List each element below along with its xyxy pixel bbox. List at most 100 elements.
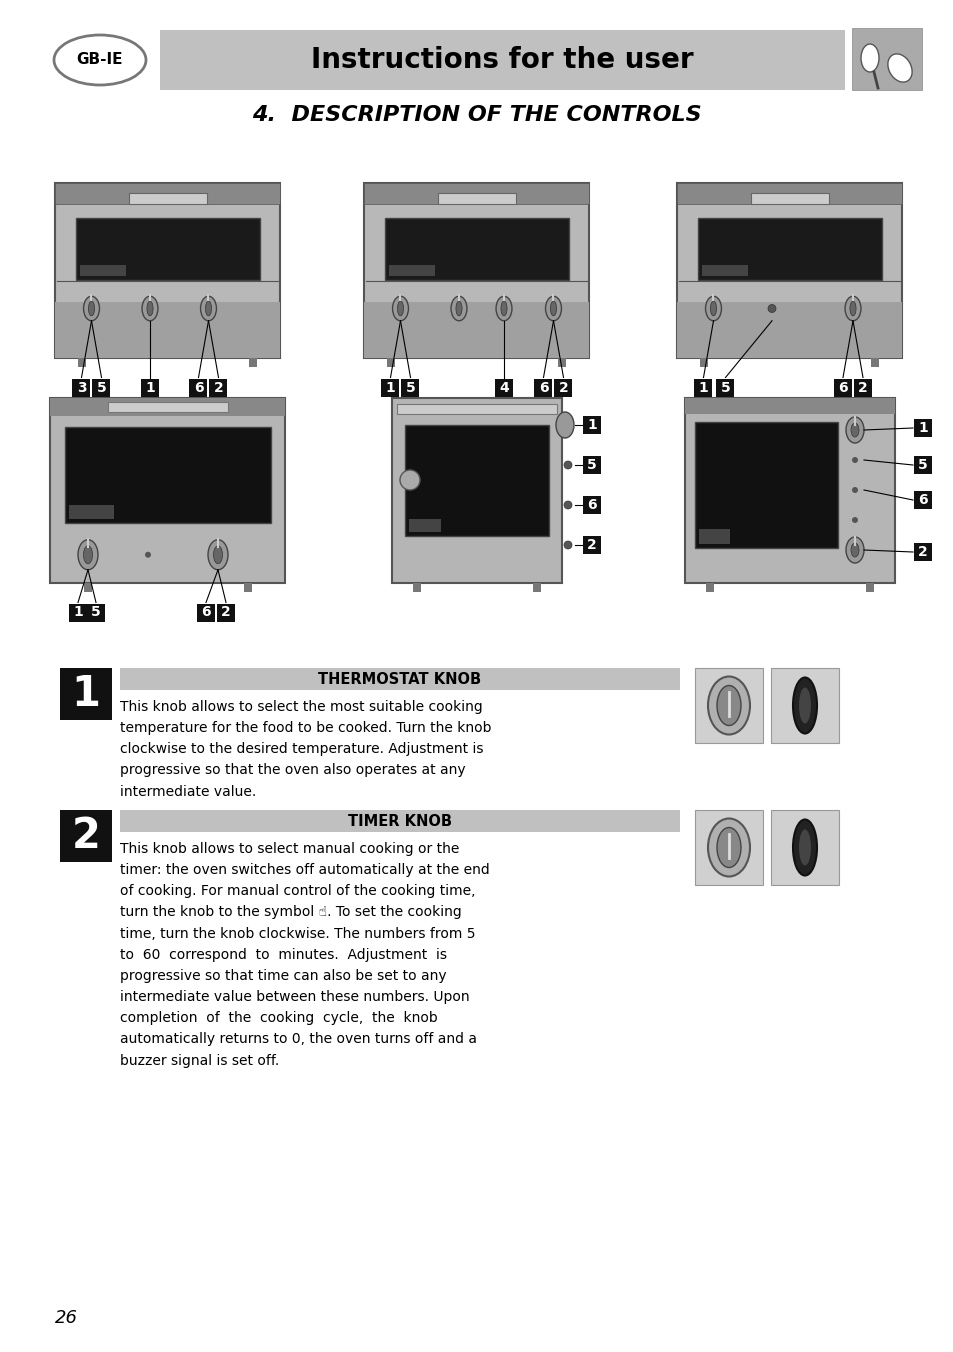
Ellipse shape — [845, 537, 863, 562]
Bar — [851, 28, 921, 91]
Ellipse shape — [397, 301, 403, 316]
Bar — [69, 504, 114, 519]
FancyBboxPatch shape — [141, 379, 159, 396]
Circle shape — [399, 470, 419, 489]
FancyBboxPatch shape — [582, 456, 600, 475]
FancyBboxPatch shape — [833, 379, 851, 396]
Bar — [51, 397, 285, 415]
Ellipse shape — [717, 685, 740, 726]
Text: 1: 1 — [145, 380, 154, 395]
FancyBboxPatch shape — [853, 379, 871, 396]
Ellipse shape — [799, 830, 810, 865]
Bar — [695, 668, 762, 744]
FancyBboxPatch shape — [913, 419, 931, 437]
Bar — [84, 583, 91, 592]
Bar — [770, 810, 838, 886]
Text: 1: 1 — [71, 673, 100, 715]
Ellipse shape — [208, 539, 228, 569]
Bar — [55, 183, 280, 357]
Ellipse shape — [887, 54, 911, 82]
Text: 5: 5 — [720, 380, 730, 395]
FancyBboxPatch shape — [582, 496, 600, 514]
Bar — [677, 183, 902, 204]
Bar — [404, 426, 549, 537]
FancyBboxPatch shape — [210, 379, 227, 396]
Bar — [129, 193, 207, 204]
Ellipse shape — [545, 296, 561, 320]
Ellipse shape — [850, 544, 858, 557]
FancyBboxPatch shape — [534, 379, 552, 396]
Ellipse shape — [392, 296, 408, 320]
Ellipse shape — [792, 677, 816, 734]
Bar — [364, 183, 589, 357]
FancyBboxPatch shape — [582, 535, 600, 554]
Ellipse shape — [710, 301, 716, 316]
Text: 5: 5 — [586, 458, 597, 472]
Bar — [384, 219, 569, 280]
Bar — [160, 30, 844, 91]
Ellipse shape — [556, 412, 574, 438]
Bar — [677, 301, 902, 357]
Text: 6: 6 — [193, 380, 203, 395]
Bar — [701, 265, 747, 276]
Ellipse shape — [844, 296, 860, 320]
Bar — [60, 810, 112, 863]
FancyBboxPatch shape — [196, 603, 214, 622]
Text: 2: 2 — [221, 606, 231, 619]
FancyBboxPatch shape — [401, 379, 419, 396]
Text: 4: 4 — [498, 380, 508, 395]
Ellipse shape — [213, 546, 222, 564]
Bar — [408, 519, 440, 533]
Ellipse shape — [84, 296, 99, 320]
Bar — [750, 193, 828, 204]
Text: 6: 6 — [201, 606, 211, 619]
Text: 6: 6 — [838, 380, 847, 395]
Bar — [364, 301, 589, 357]
Text: TIMER KNOB: TIMER KNOB — [348, 814, 452, 829]
FancyBboxPatch shape — [72, 379, 91, 396]
Bar — [78, 357, 87, 366]
Bar — [684, 397, 894, 414]
Bar — [699, 529, 730, 544]
Bar — [387, 357, 395, 366]
Bar — [697, 219, 882, 280]
Bar — [108, 402, 228, 411]
Text: 1: 1 — [586, 418, 597, 433]
FancyBboxPatch shape — [495, 379, 513, 396]
FancyBboxPatch shape — [716, 379, 734, 396]
Ellipse shape — [142, 296, 158, 320]
Circle shape — [767, 304, 775, 312]
Ellipse shape — [799, 688, 810, 723]
Ellipse shape — [451, 296, 466, 320]
Ellipse shape — [456, 301, 461, 316]
Ellipse shape — [205, 301, 212, 316]
Bar — [392, 397, 561, 583]
Text: THERMOSTAT KNOB: THERMOSTAT KNOB — [318, 672, 481, 687]
Circle shape — [851, 516, 857, 523]
Circle shape — [563, 461, 572, 469]
Text: 1: 1 — [385, 380, 395, 395]
Ellipse shape — [78, 539, 98, 569]
Text: 1: 1 — [73, 606, 83, 619]
Bar — [60, 668, 112, 721]
Text: 2: 2 — [858, 380, 867, 395]
FancyBboxPatch shape — [582, 416, 600, 434]
Bar — [677, 183, 902, 357]
FancyBboxPatch shape — [190, 379, 208, 396]
Ellipse shape — [849, 301, 855, 316]
Bar — [695, 422, 837, 548]
Ellipse shape — [550, 301, 556, 316]
Text: This knob allows to select manual cooking or the
timer: the oven switches off au: This knob allows to select manual cookin… — [120, 842, 489, 1068]
Bar — [437, 193, 516, 204]
Circle shape — [563, 502, 572, 508]
Circle shape — [851, 457, 857, 462]
Ellipse shape — [717, 827, 740, 868]
Ellipse shape — [496, 296, 512, 320]
Ellipse shape — [54, 35, 146, 85]
Text: Instructions for the user: Instructions for the user — [311, 46, 693, 74]
Ellipse shape — [200, 296, 216, 320]
FancyBboxPatch shape — [694, 379, 712, 396]
Bar — [695, 810, 762, 886]
Text: 2: 2 — [558, 380, 568, 395]
Bar — [684, 397, 894, 583]
